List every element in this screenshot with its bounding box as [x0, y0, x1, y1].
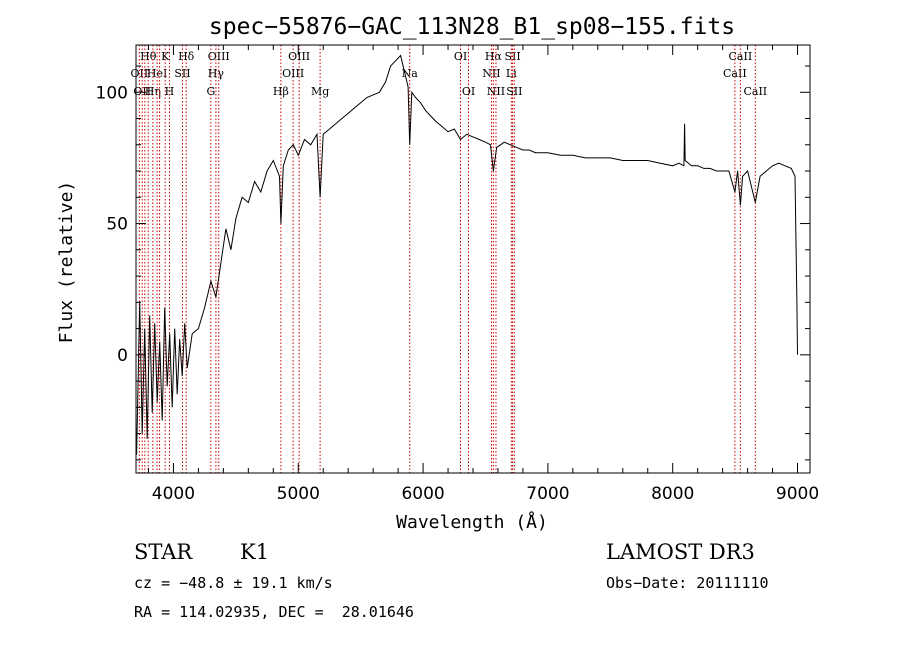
line-marker-label-10: Hδ — [178, 50, 195, 63]
line-marker-label-23: NII — [487, 85, 505, 98]
line-marker-label-4: Hη — [145, 85, 161, 98]
line-marker-label-17: Mg — [311, 85, 329, 98]
line-marker-label-19: OI — [454, 50, 467, 63]
line-marker-label-28: CaII — [729, 50, 753, 63]
redshift-cz: cz = −48.8 ± 19.1 km/s — [134, 574, 333, 592]
line-marker-label-1: OII — [133, 85, 151, 98]
object-class: STAR — [134, 540, 193, 564]
line-marker-label-22: Hα — [485, 50, 503, 63]
spectrum-line — [136, 54, 798, 455]
line-marker-label-3: Hθ — [140, 50, 157, 63]
line-marker-label-27: CaII — [723, 67, 747, 80]
line-marker-label-0: OII — [131, 67, 149, 80]
line-marker-label-24: Li — [506, 67, 517, 80]
x-tick-label: 7000 — [526, 484, 569, 504]
line-markers: OII OII Hθ Hη HeI K H SII Hδ G Hγ OIII Hβ OIII OIII Mg N… — [131, 45, 767, 473]
line-marker-label-14: Hβ — [273, 85, 289, 98]
line-marker-label-21: NII — [482, 67, 500, 80]
x-tick-label: 4000 — [152, 484, 195, 504]
line-marker-label-25: SII — [504, 50, 520, 63]
y-tick-label: 100 — [96, 83, 128, 103]
line-marker-label-26: SII — [506, 85, 522, 98]
x-tick-label: 9000 — [776, 484, 819, 504]
line-marker-label-5: HeI — [147, 67, 167, 80]
survey-name: LAMOST DR3 — [606, 540, 755, 564]
x-tick-label: 6000 — [401, 484, 444, 504]
observation-date: Obs−Date: 20111110 — [606, 574, 769, 592]
line-marker-label-15: OIII — [282, 67, 304, 80]
ra-dec-coordinates: RA = 114.02935, DEC = 28.01646 — [134, 603, 414, 621]
y-tick-label: 0 — [117, 346, 128, 366]
line-marker-label-8: H — [165, 85, 175, 98]
line-marker-label-13: OIII — [208, 50, 230, 63]
line-marker-label-16: OIII — [288, 50, 310, 63]
object-subclass: K1 — [240, 540, 270, 564]
line-marker-label-12: Hγ — [208, 67, 225, 80]
plot-frame — [135, 44, 811, 474]
axes: 4000 5000 6000 7000 8000 9000 0 50 100 — [96, 45, 819, 504]
line-marker-label-9: SII — [174, 67, 190, 80]
line-marker-label-11: G — [206, 85, 215, 98]
x-tick-label: 5000 — [277, 484, 320, 504]
x-axis-label: Wavelength (Å) — [396, 511, 548, 533]
line-marker-label-20: OI — [462, 85, 475, 98]
series-layer — [136, 54, 798, 455]
chart-title: spec−55876−GAC_113N28_B1_sp08−155.fits — [209, 14, 735, 40]
y-tick-label: 50 — [106, 215, 128, 235]
x-tick-label: 8000 — [651, 484, 694, 504]
line-marker-label-7: K — [161, 50, 170, 63]
line-marker-label-29: CaII — [743, 85, 767, 98]
y-axis-label: Flux (relative) — [56, 181, 77, 344]
